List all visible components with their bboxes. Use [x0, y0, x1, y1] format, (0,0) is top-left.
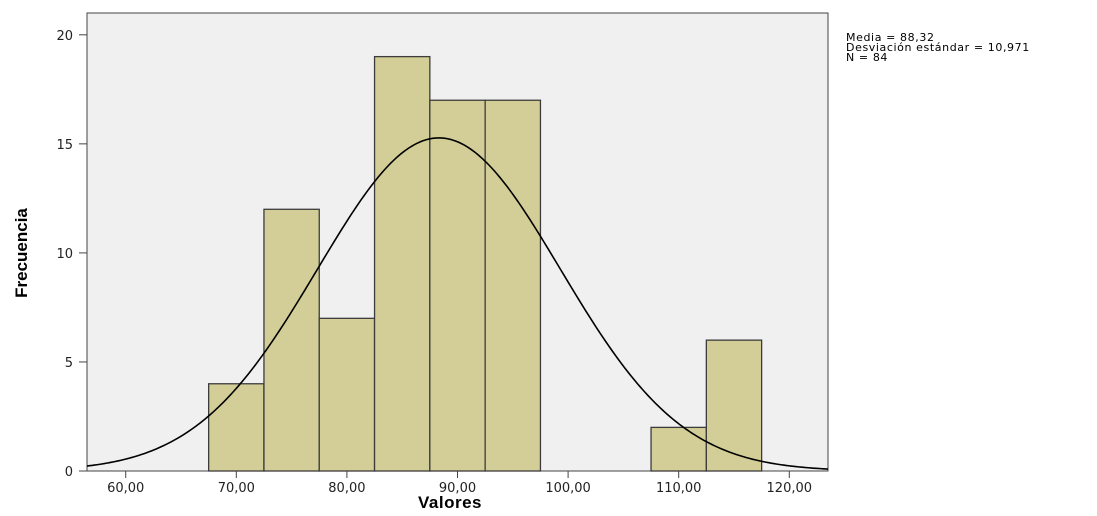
histogram-bar	[484, 99, 542, 472]
y-tick-label: 10	[56, 247, 73, 262]
histogram-bar	[373, 55, 431, 472]
y-axis-title: Frecuencia	[12, 208, 31, 298]
x-tick-label: 60,00	[107, 481, 144, 496]
stats-mean: Media = 88,32	[846, 31, 935, 44]
y-tick-label: 20	[56, 29, 73, 44]
stats-n: N = 84	[846, 51, 889, 64]
y-tick-label: 0	[65, 465, 73, 480]
y-axis: 0 5 10 15 20	[56, 29, 87, 480]
histogram-bar	[318, 317, 376, 472]
histogram-bar	[429, 99, 486, 472]
histogram-bar	[650, 426, 707, 472]
y-tick-label: 5	[65, 356, 73, 371]
stats-box: Media = 88,32 Desviación estándar = 10,9…	[846, 31, 1030, 64]
x-axis: 60,00 70,00 80,00 90,00 100,00 110,00 120,00	[107, 471, 812, 496]
stats-sd: Desviación estándar = 10,971	[846, 41, 1030, 54]
normal-curve	[86, 137, 829, 470]
x-tick-label: 100,00	[545, 481, 591, 496]
x-axis-title: Valores	[418, 493, 482, 512]
x-tick-label: 110,00	[656, 481, 702, 496]
x-tick-label: 80,00	[328, 481, 365, 496]
bars-group	[208, 55, 763, 472]
x-tick-label: 120,00	[767, 481, 813, 496]
histogram-bar	[705, 339, 763, 472]
x-tick-label: 90,00	[439, 481, 476, 496]
y-tick-label: 15	[56, 138, 73, 153]
histogram-bar	[208, 383, 265, 472]
x-tick-label: 70,00	[218, 481, 255, 496]
